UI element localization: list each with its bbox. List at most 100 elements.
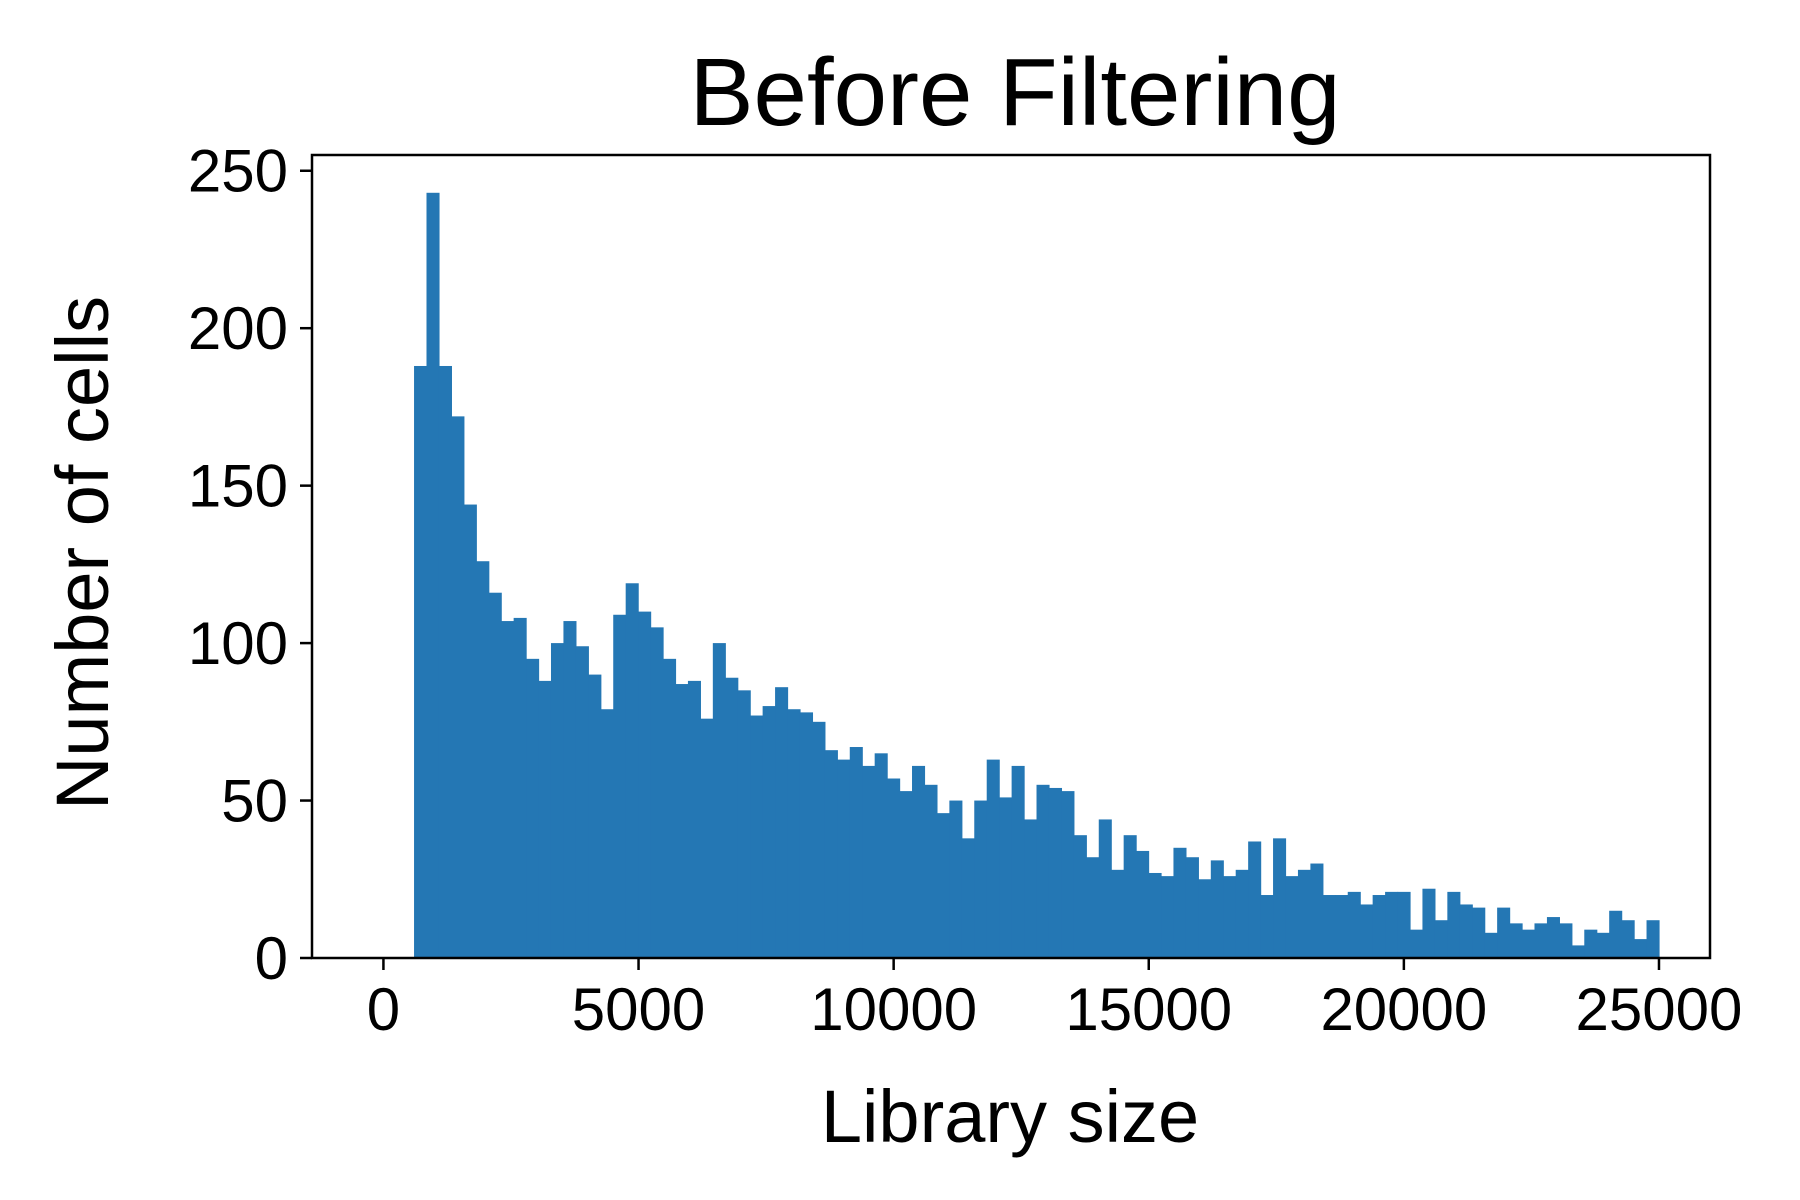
histogram-bar <box>725 677 739 958</box>
histogram-bar <box>862 765 876 958</box>
histogram-bar <box>1273 838 1287 958</box>
histogram-bar <box>999 797 1013 958</box>
histogram-bar <box>961 838 975 958</box>
chart-title: Before Filtering <box>690 39 1341 146</box>
histogram-bar <box>1086 857 1100 958</box>
histogram-bar <box>1011 765 1025 958</box>
histogram-bar <box>538 680 552 958</box>
histogram-bar <box>1235 869 1249 958</box>
y-axis-label: Number of cells <box>41 296 124 810</box>
histogram-bar <box>849 747 863 958</box>
histogram-bar <box>563 621 577 958</box>
x-tick-label: 10000 <box>810 976 977 1043</box>
histogram-bar <box>638 611 652 958</box>
histogram-bar <box>1372 895 1386 958</box>
histogram-bar <box>426 192 440 959</box>
histogram-bar <box>663 658 677 958</box>
plot-frame <box>310 153 1712 960</box>
histogram-bar <box>750 715 764 958</box>
histogram-bar <box>588 674 602 958</box>
histogram-bar <box>1347 891 1361 958</box>
histogram-bar <box>974 800 988 958</box>
histogram-bar <box>463 504 477 958</box>
histogram-bar <box>1497 907 1511 958</box>
histogram-bar <box>1073 835 1087 958</box>
histogram-bar <box>1409 929 1424 958</box>
x-tick-label: 5000 <box>572 976 705 1043</box>
histogram-bar <box>1335 895 1349 958</box>
histogram-bar <box>700 718 714 958</box>
histogram-bar <box>451 416 465 958</box>
histogram-bar <box>787 709 801 958</box>
histogram-bar <box>1061 791 1075 958</box>
x-tick-label: 15000 <box>1065 976 1232 1043</box>
histogram-bar <box>1148 872 1162 958</box>
histogram-bar <box>812 721 826 958</box>
y-tick-label: 0 <box>255 925 288 992</box>
histogram-bar <box>1534 923 1548 958</box>
y-tick-label: 50 <box>221 768 288 835</box>
histogram-bar <box>1459 904 1473 958</box>
histogram-bar <box>1522 929 1536 958</box>
histogram-bar <box>1136 850 1150 958</box>
histogram-bar <box>1571 945 1585 958</box>
histogram-bar <box>600 709 614 958</box>
histogram-bar <box>949 800 963 958</box>
histogram-bar <box>1596 932 1610 958</box>
histogram-bar <box>986 759 1000 958</box>
histogram-bar <box>1646 920 1660 958</box>
histogram-bar <box>1584 929 1598 958</box>
histogram-bar <box>874 753 888 958</box>
histogram-bar <box>1397 891 1411 958</box>
x-tick-label: 0 <box>367 976 400 1043</box>
histogram-bar <box>837 759 851 958</box>
y-tick-label: 150 <box>188 453 288 520</box>
histogram-bar <box>1161 876 1175 958</box>
histogram-bar <box>613 614 627 958</box>
histogram-bar <box>625 583 639 958</box>
histogram-bar <box>1472 907 1486 958</box>
x-axis-ticks: 0 5000 10000 15000 20000 25000 <box>367 958 1743 1043</box>
histogram-bar <box>1111 869 1125 958</box>
histogram-bar <box>1210 860 1224 958</box>
histogram-bar <box>1546 917 1560 958</box>
histogram-bar <box>1634 939 1648 958</box>
histogram-bar <box>1285 876 1299 958</box>
histogram-bar <box>650 627 664 958</box>
histogram-bar <box>899 791 913 958</box>
histogram-bar <box>550 643 565 958</box>
histogram-bar <box>1484 932 1498 958</box>
histogram-bar <box>824 750 838 958</box>
histogram-bar <box>1422 888 1436 958</box>
histogram-bar <box>1248 841 1262 958</box>
histogram-bar <box>1123 835 1137 958</box>
histogram-bar <box>526 658 540 958</box>
x-tick-label: 20000 <box>1320 976 1487 1043</box>
histogram-bar <box>712 643 726 958</box>
histogram-bar <box>1098 819 1112 958</box>
histogram-bar <box>513 617 527 958</box>
histogram-bar <box>1322 895 1336 958</box>
y-tick-label: 250 <box>188 138 288 205</box>
histogram-bar <box>1310 863 1324 958</box>
histogram-bar <box>924 784 938 958</box>
y-axis-ticks: 0 50 100 150 200 250 <box>188 138 312 992</box>
histogram-bar <box>476 561 490 958</box>
x-axis-label: Library size <box>821 1075 1199 1158</box>
histogram-bar <box>1223 876 1237 958</box>
histogram-bar <box>1559 923 1573 958</box>
histogram-bar <box>1048 787 1063 958</box>
histogram-bar <box>488 592 502 958</box>
histogram-bar <box>1024 819 1038 958</box>
histogram-bar <box>1297 869 1311 958</box>
histogram-bar <box>762 706 776 958</box>
histogram-bar <box>575 646 589 958</box>
histogram-bar <box>1509 923 1523 958</box>
y-tick-label: 200 <box>188 295 288 362</box>
x-tick-label: 25000 <box>1576 976 1743 1043</box>
histogram-bar <box>775 687 789 958</box>
histogram-bar <box>438 365 452 958</box>
histogram-bar <box>1198 879 1212 958</box>
histogram-bar <box>1621 920 1635 958</box>
histogram-bar <box>687 680 701 958</box>
